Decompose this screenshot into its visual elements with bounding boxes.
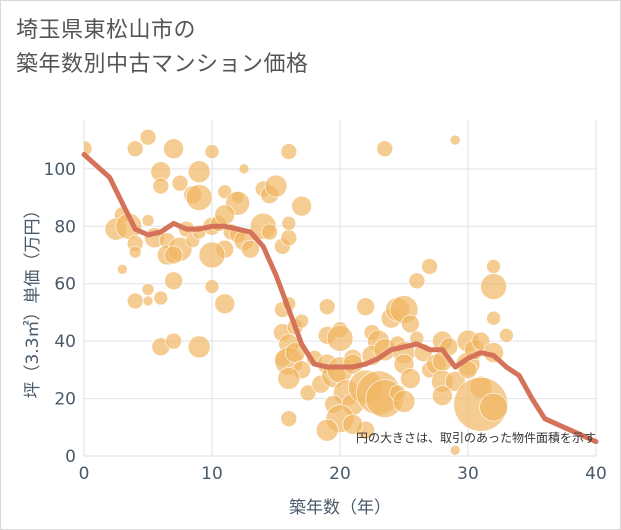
x-tick-label: 10 <box>201 464 223 484</box>
data-bubble <box>280 143 298 160</box>
data-bubble <box>187 335 211 359</box>
x-tick-label: 20 <box>329 464 351 484</box>
data-bubble <box>291 195 312 217</box>
data-bubble <box>299 384 317 402</box>
data-bubble <box>165 332 182 350</box>
data-bubble <box>277 367 301 390</box>
x-tick-label: 40 <box>585 464 607 484</box>
data-bubble <box>421 258 438 275</box>
data-bubble <box>280 229 298 247</box>
data-bubble <box>139 128 157 146</box>
data-bubble <box>499 328 514 343</box>
y-tick-label: 20 <box>54 390 76 410</box>
data-bubble <box>376 140 394 158</box>
data-bubble <box>117 264 128 275</box>
trend-line <box>81 152 599 445</box>
y-tick-label: 60 <box>54 275 76 295</box>
data-bubble <box>315 418 339 442</box>
data-bubble <box>392 390 416 413</box>
data-bubble <box>163 138 184 160</box>
data-bubble <box>171 174 189 192</box>
data-bubble <box>280 410 298 427</box>
data-bubble <box>449 444 461 456</box>
data-bubble <box>153 290 169 306</box>
data-bubble <box>164 245 183 265</box>
data-bubble <box>238 163 250 175</box>
data-bubble <box>400 368 421 389</box>
data-bubble <box>486 310 501 326</box>
size-annotation: 円の大きさは、取引のあった物件面積を示す <box>356 430 596 445</box>
data-bubble <box>214 293 236 315</box>
data-bubble <box>449 134 461 146</box>
y-axis-label: 坪（3.3㎡）単価（万円） <box>23 201 43 398</box>
data-bubble <box>126 140 144 158</box>
y-tick-label: 0 <box>65 447 76 467</box>
x-tick-label: 0 <box>79 464 90 484</box>
data-bubble <box>214 204 236 226</box>
data-bubble <box>164 271 183 291</box>
data-bubble <box>142 295 154 307</box>
data-bubble <box>128 245 142 259</box>
data-bubble <box>126 292 144 310</box>
data-bubble <box>432 385 453 406</box>
title-line-1: 埼玉県東松山市の <box>16 18 197 43</box>
data-bubble <box>241 239 260 259</box>
data-bubble <box>261 223 278 241</box>
tick-labels: 0 10 20 30 40 0 20 40 60 80 100 <box>44 160 607 484</box>
y-tick-label: 80 <box>54 217 76 237</box>
data-bubble <box>84 140 93 158</box>
data-bubble <box>356 297 375 316</box>
y-tick-label: 40 <box>54 332 76 352</box>
data-bubble <box>141 214 155 227</box>
data-bubble <box>486 259 501 274</box>
data-bubble <box>326 324 354 352</box>
data-bubble <box>185 184 213 211</box>
data-bubble <box>479 392 508 422</box>
y-tick-label: 100 <box>44 160 76 180</box>
data-bubble <box>264 174 288 198</box>
data-bubble <box>198 241 226 269</box>
data-bubble <box>444 371 466 392</box>
data-bubble <box>204 279 220 294</box>
data-bubble <box>152 177 170 195</box>
x-axis-label: 築年数（年） <box>289 498 391 518</box>
x-tick-label: 30 <box>457 464 479 484</box>
data-bubble <box>318 298 336 315</box>
title-line-2: 築年数別中古マンション価格 <box>16 52 309 77</box>
data-bubble <box>342 414 364 435</box>
chart-title: 埼玉県東松山市の 築年数別中古マンション価格 <box>16 14 309 82</box>
bubble-layer <box>84 128 514 456</box>
data-bubble <box>408 272 426 290</box>
data-bubble <box>204 144 220 159</box>
data-bubble <box>187 160 211 183</box>
data-bubble <box>141 283 155 296</box>
data-bubble <box>480 273 507 300</box>
data-bubble <box>281 216 297 231</box>
data-bubble <box>401 314 420 334</box>
